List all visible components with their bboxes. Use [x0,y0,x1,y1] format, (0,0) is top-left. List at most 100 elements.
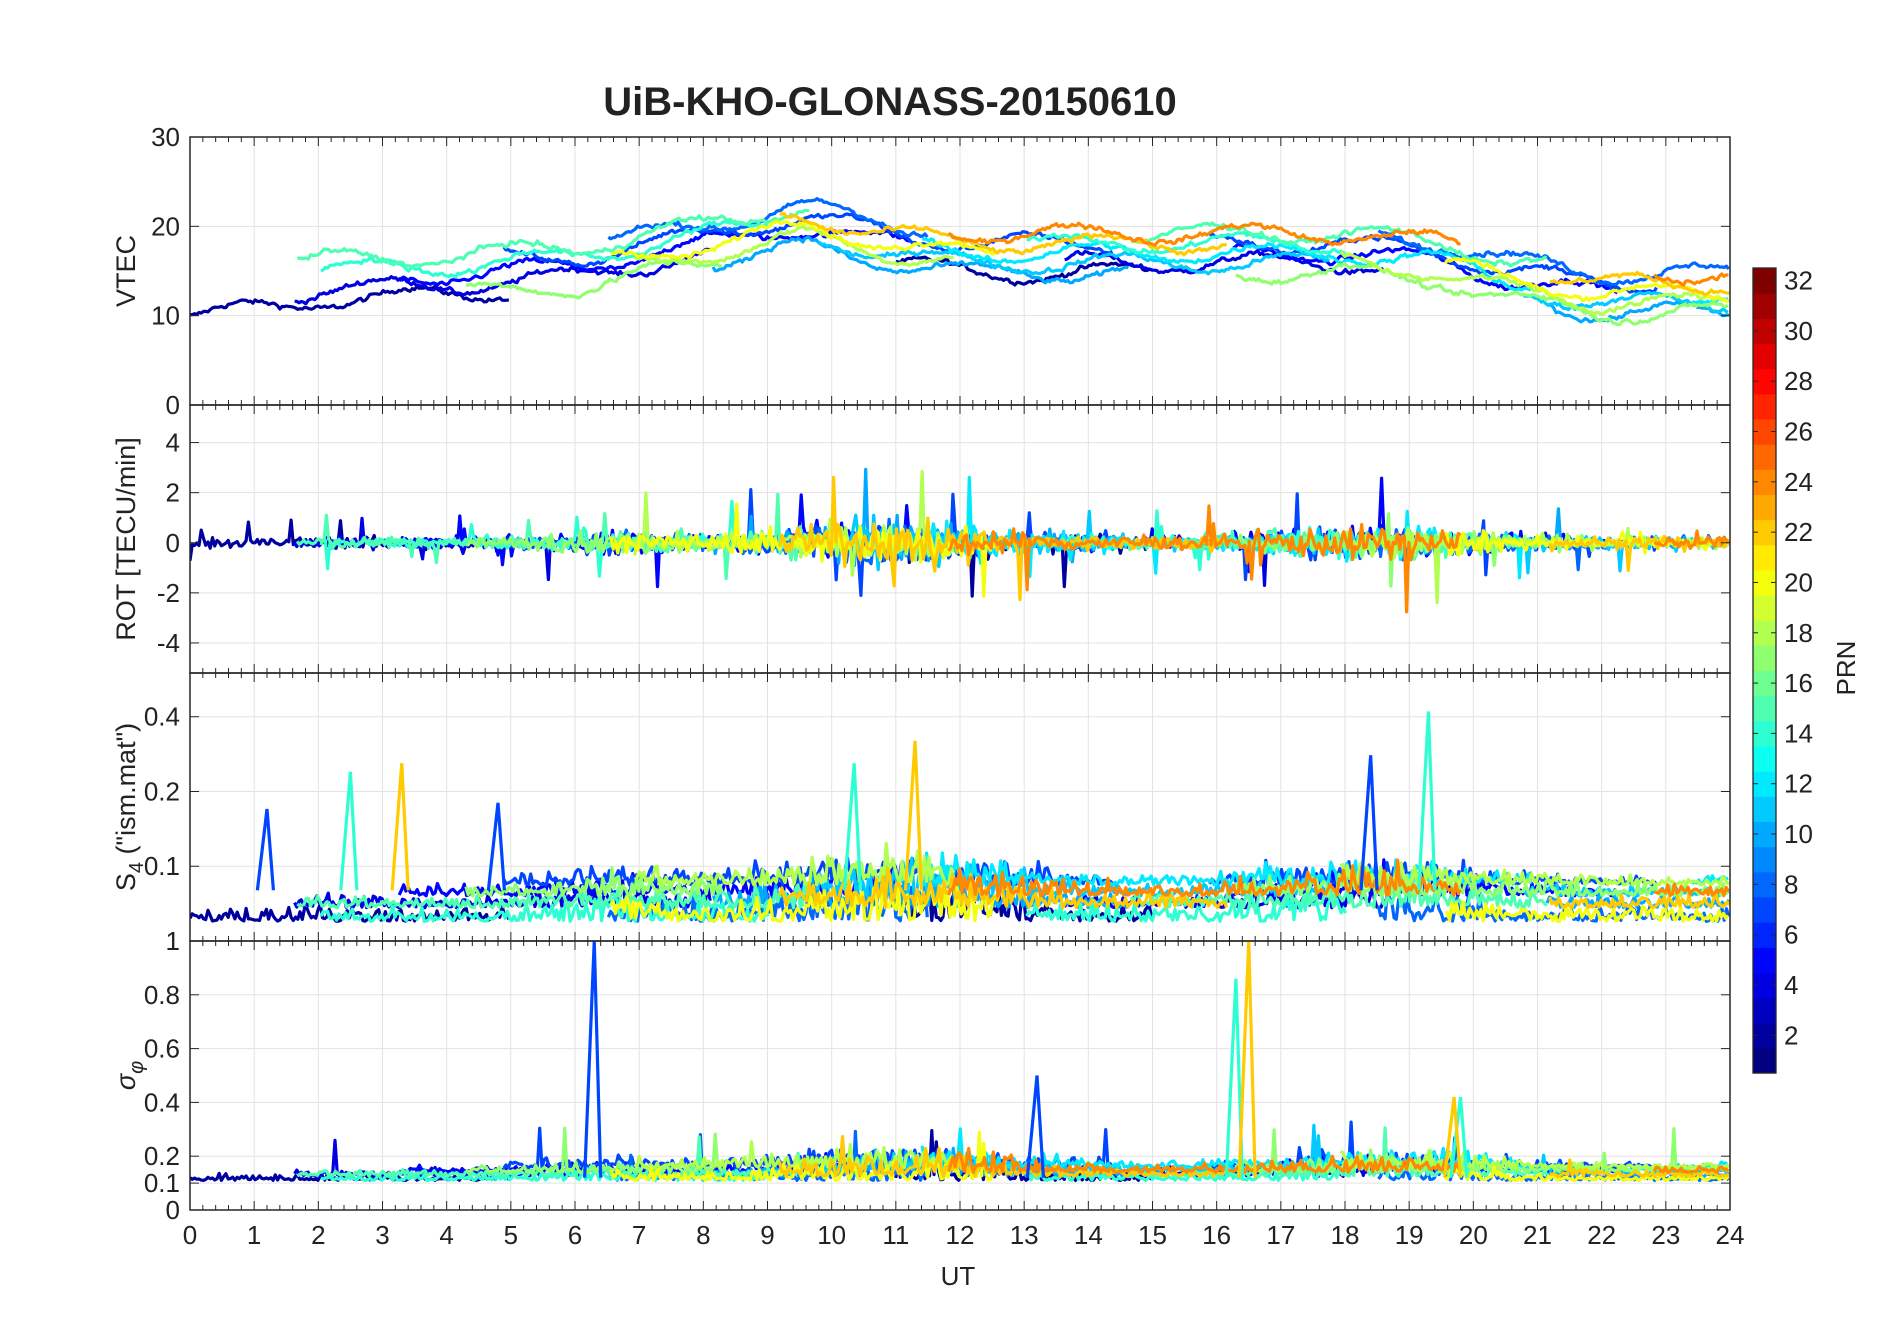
colorbar-swatch [1753,519,1776,546]
colorbar-swatch [1753,871,1776,898]
y-tick-label: 30 [151,122,180,152]
colorbar-swatch [1753,569,1776,596]
ticks: -4 -2 0 2 4 [157,405,1731,673]
series-group [190,467,1730,614]
colorbar-swatch [1753,293,1776,319]
colorbar-swatch [1753,997,1776,1024]
y-tick-label: 0.2 [144,776,180,806]
series-group [190,197,1730,327]
colorbar-tick-label: 10 [1784,819,1813,849]
colorbar-tick-label: 18 [1784,618,1813,648]
peak-mark [1224,978,1244,1178]
ticks: 00.10.20.40.60.810 1 2 3 4 5 6 7 8 9 10 11 12 13 14 15 1… [144,926,1745,1250]
series-prn-2 [190,284,510,317]
colorbar-tick-label: 12 [1784,769,1813,799]
y-tick-label: 20 [151,211,180,241]
y-tick-label: 0.4 [144,1087,180,1117]
series-prn-4 [294,247,711,306]
peak-mark [390,763,410,891]
x-tick-label: 24 [1716,1220,1745,1250]
peak-mark [486,802,507,891]
series-prn-17 [1234,870,1729,898]
x-tick-label: 12 [946,1220,975,1250]
colorbar-tick-label: 4 [1784,970,1798,1000]
x-tick-label: 9 [760,1220,774,1250]
colorbar-swatch [1753,846,1776,873]
colorbar-swatch [1753,720,1776,747]
peak-mark [339,771,359,891]
chart-title: UiB-KHO-GLONASS-20150610 [603,80,1177,124]
series-prn-8 [606,876,929,923]
series-prn-15 [297,208,810,269]
panel-sigma_phi: 00.10.20.40.60.810 1 2 3 4 5 6 7 8 9 10 11 12 13 14 15 1… [111,926,1744,1250]
y-tick-label: 2 [166,478,180,508]
panel-S4: 0.1 0.2 0.4S4 ("ism.mat") [111,672,1731,942]
colorbar-swatch [1753,393,1776,420]
series-prn-24 [1653,272,1729,287]
ticks: 0 10 20 30 [151,122,1731,420]
colorbar-swatch [1753,444,1776,470]
colorbar-tick-label: 26 [1784,417,1813,447]
colorbar-swatch [1753,620,1776,646]
peak-mark [1449,1096,1469,1178]
colorbar-swatch [1753,343,1776,370]
x-tick-label: 18 [1331,1220,1360,1250]
x-tick-label: 7 [632,1220,646,1250]
peak-mark [1359,755,1379,891]
series-prn-22 [1548,891,1730,910]
colorbar-swatch [1753,418,1776,445]
colorbar-swatch [1753,695,1776,722]
y-tick-label: -4 [157,628,180,658]
colorbar-swatch [1753,469,1776,496]
panel-VTEC: 0 10 20 30 VTEC [111,122,1731,420]
series-prn-24 [1652,1164,1730,1174]
peak-mark [1237,941,1257,1178]
series-prn-12 [921,237,1532,292]
series-prn-10 [711,235,1129,285]
ticks: 0.1 0.2 0.4 [144,673,1731,941]
peak-mark [842,763,863,891]
x-tick-label: 19 [1395,1220,1424,1250]
series-prn-22 [1549,1158,1730,1178]
colorbar-swatch [1753,595,1776,621]
y-axis-label: ROT [TECU/min] [111,437,141,641]
series-prn-18 [1339,861,1730,887]
x-tick-label: 22 [1587,1220,1616,1250]
x-tick-label: 16 [1202,1220,1231,1250]
x-tick-label: 8 [696,1220,710,1250]
x-tick-label: 2 [311,1220,325,1250]
y-axis-label: S4 ("ism.mat") [111,723,148,891]
series-prn-24 [947,221,1461,247]
series-prn-22 [778,866,1229,910]
x-tick-label: 1 [247,1220,261,1250]
series-prn-18 [634,224,955,267]
colorbar-tick-label: 28 [1784,366,1813,396]
series-prn-24 [1653,529,1730,550]
colorbar-tick-label: 32 [1784,266,1813,296]
peak-mark [903,740,924,891]
y-tick-label: 0.2 [144,1141,180,1171]
x-tick-label: 20 [1459,1220,1488,1250]
colorbar-tick-label: 20 [1784,567,1813,597]
y-tick-label: 0.6 [144,1034,180,1064]
series-prn-7 [502,856,1114,887]
y-tick-label: 0 [166,1195,180,1225]
peak-mark [1025,1075,1046,1178]
y-axis-label: VTEC [111,235,141,307]
colorbar-swatch [1753,796,1776,823]
colorbar-border [1752,267,1777,1074]
x-tick-label: 21 [1523,1220,1552,1250]
y-tick-label: 1 [166,926,180,956]
panel-ROT: -4 -2 0 2 4 ROT [TECU/min] [111,404,1731,674]
colorbar-tick-label: 30 [1784,316,1813,346]
colorbar-swatch [1753,268,1776,294]
series-prn-15 [1130,221,1547,268]
colorbar-tick-label: 22 [1784,517,1813,547]
colorbar-swatch [1753,922,1776,948]
x-tick-label: 3 [375,1220,389,1250]
series-prn-18 [633,470,955,577]
series-prn-22 [779,212,1228,257]
colorbar-swatch [1753,318,1776,345]
